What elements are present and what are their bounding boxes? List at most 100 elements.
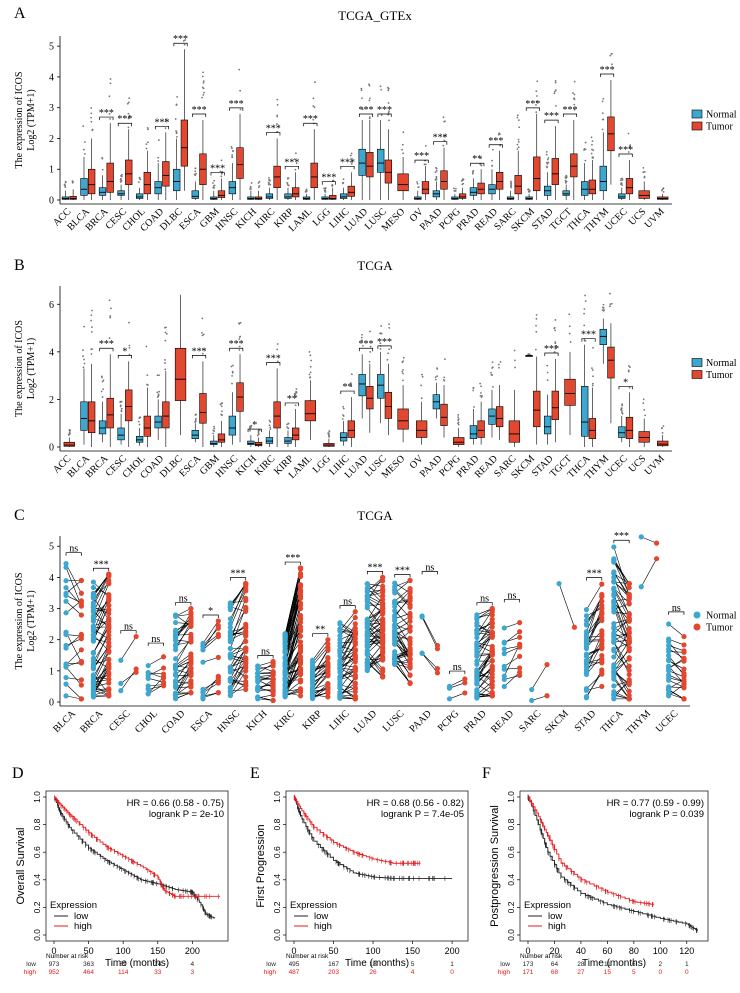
outlier-point [452, 187, 455, 190]
sig-bracket [470, 162, 485, 167]
outlier-point [164, 362, 166, 364]
outlier-point [157, 395, 160, 397]
point-tumor [599, 638, 605, 644]
sig-label: *** [99, 108, 114, 119]
pair-line [476, 608, 493, 616]
outlier-point [230, 365, 233, 368]
outlier-point [368, 360, 371, 363]
sig-label: *** [488, 136, 503, 147]
sig-bracket [210, 172, 225, 176]
outlier-point [67, 434, 70, 436]
outlier-point [250, 188, 252, 190]
outlier-point [109, 316, 112, 319]
outlier-point [157, 393, 160, 396]
point-normal [172, 671, 179, 677]
x-tick-label: 150 [150, 946, 165, 956]
outlier-point [368, 116, 371, 119]
point-normal [474, 667, 480, 673]
point-tumor [352, 609, 358, 615]
point-tumor [188, 690, 194, 696]
x-tick-label: BRCA [78, 708, 106, 736]
point-normal [309, 690, 316, 697]
outlier-point [193, 173, 196, 176]
x-tick-label: PRAD [462, 708, 489, 735]
box-normal [117, 427, 125, 441]
pair-line [476, 611, 493, 620]
pair-line [284, 674, 301, 686]
box-normal [210, 440, 218, 445]
outlier-point [309, 365, 312, 368]
y-tick-label: 2 [49, 134, 54, 145]
sig-label: *** [600, 65, 615, 76]
point-tumor [544, 693, 550, 699]
outlier-point [424, 145, 427, 147]
point-normal [90, 672, 97, 678]
point-normal [309, 662, 316, 669]
point-normal [392, 622, 398, 629]
point-tumor [599, 598, 605, 604]
outlier-point [286, 177, 289, 180]
x-tick-label: 40 [576, 946, 586, 956]
pair-line [312, 675, 329, 692]
sig-bracket [562, 113, 578, 117]
outlier-point [201, 86, 204, 89]
point-normal [200, 693, 206, 699]
sig-label: ** [472, 154, 482, 165]
pair-line [93, 638, 109, 644]
outlier-point [128, 346, 131, 349]
pair-line [339, 671, 356, 685]
outlier-point [545, 151, 548, 153]
outlier-point [276, 360, 279, 363]
x-tick-label: PAAD [408, 708, 434, 734]
point-tumor [380, 583, 386, 589]
box-normal [599, 165, 607, 192]
outlier-point [90, 319, 93, 322]
point-tumor [517, 665, 523, 671]
outlier-point [238, 349, 241, 351]
point-normal [282, 670, 288, 676]
outlier-point [572, 92, 574, 94]
point-tumor [380, 627, 386, 633]
outlier-point [498, 132, 501, 135]
outlier-point [231, 374, 233, 377]
point-normal [611, 665, 617, 671]
outlier-point [627, 370, 630, 373]
legend-title: Expression [290, 900, 337, 911]
outlier-point [83, 325, 86, 328]
point-normal [611, 591, 617, 597]
point-normal [392, 604, 398, 610]
outlier-point [457, 418, 460, 420]
box-tumor [304, 400, 317, 422]
outlier-point [621, 404, 624, 407]
outlier-point [590, 136, 593, 139]
outlier-point [380, 88, 383, 91]
point-tumor [352, 696, 358, 702]
outlier-point [212, 432, 214, 435]
outlier-point [101, 380, 104, 383]
point-tumor [270, 658, 276, 665]
point-tumor [380, 639, 386, 645]
outlier-point [629, 366, 631, 368]
risk-value: 203 [328, 969, 339, 976]
pair-line [230, 678, 246, 687]
point-tumor [517, 653, 523, 659]
point-normal [583, 607, 590, 613]
pair-line [175, 680, 192, 688]
pair-line [230, 667, 246, 678]
outlier-point [402, 368, 404, 371]
point-normal [227, 604, 233, 610]
outlier-point [516, 116, 519, 119]
pair-line [476, 660, 493, 676]
outlier-point [401, 370, 404, 373]
outlier-point [314, 81, 316, 84]
outlier-point [379, 348, 382, 350]
pair-line [367, 577, 383, 592]
point-tumor [106, 644, 112, 650]
point-normal [145, 686, 151, 692]
outlier-point [471, 172, 474, 175]
point-tumor [243, 655, 249, 661]
outlier-point [603, 309, 606, 311]
y-tick-label: 0 [49, 196, 54, 207]
point-normal [63, 681, 69, 687]
outlier-point [294, 152, 297, 155]
